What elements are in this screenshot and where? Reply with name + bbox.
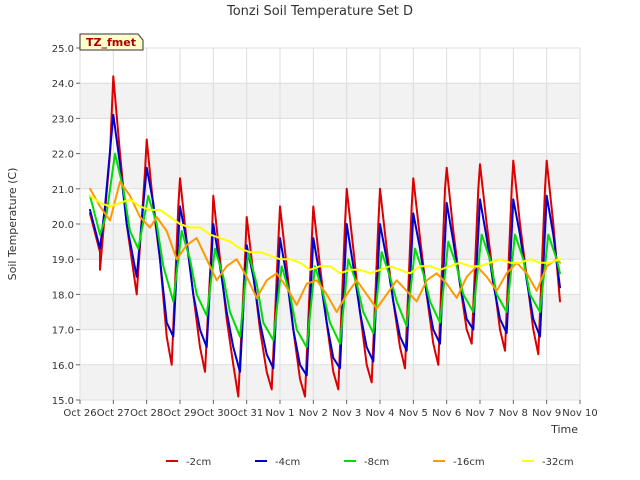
y-tick-label: 15.0 [52, 396, 74, 407]
chart-title: Tonzi Soil Temperature Set D [226, 4, 413, 19]
x-tick-label: Oct 27 [97, 408, 130, 419]
legend-label: -2cm [186, 457, 211, 468]
x-axis: Oct 26 Oct 27 Oct 28 Oct 29 Oct 30 Oct 31 Nov … [63, 400, 598, 419]
x-tick-label: Oct 31 [230, 408, 263, 419]
x-tick-label: Nov 6 [432, 408, 461, 419]
y-tick-label: 24.0 [52, 79, 74, 90]
legend-item: -32cm [522, 457, 574, 468]
x-tick-label: Nov 9 [532, 408, 561, 419]
legend-label: -16cm [453, 457, 485, 468]
y-tick-label: 18.0 [52, 290, 74, 301]
y-tick-label: 16.0 [52, 361, 74, 372]
x-tick-label: Nov 8 [499, 408, 528, 419]
x-tick-label: Nov 3 [332, 408, 361, 419]
x-tick-label: Oct 28 [130, 408, 163, 419]
y-tick-label: 25.0 [52, 44, 74, 55]
annotation-tag: TZ_fmet [79, 33, 144, 51]
grid-band [80, 153, 580, 189]
series-line-16cmcm-3 [89, 180, 561, 313]
y-tick-label: 22.0 [52, 150, 74, 161]
legend-label: -32cm [542, 457, 574, 468]
series-line-2cmcm-0 [89, 75, 561, 398]
grid-band [80, 224, 580, 260]
y-tick-label: 20.0 [52, 220, 74, 231]
legend-item: -8cm [344, 457, 389, 468]
y-tick-label: 23.0 [52, 114, 74, 125]
y-tick-label: 21.0 [52, 185, 74, 196]
legend-item: -16cm [433, 457, 485, 468]
annotation-text: TZ_fmet [86, 36, 136, 49]
y-axis-label: Soil Temperature (C) [6, 168, 19, 281]
grid-band [80, 364, 580, 400]
x-axis-label: Time [550, 423, 578, 436]
y-axis: 15.0 16.0 17.0 18.0 19.0 20.0 21.0 22.0 23.0 24.0… [52, 44, 80, 407]
annotation-box [79, 33, 144, 51]
legend-item: -4cm [255, 457, 300, 468]
x-tick-label: Nov 2 [299, 408, 328, 419]
series-line-32cmcm-4 [89, 194, 561, 275]
alternating-bands [80, 83, 580, 400]
y-tick-label: 19.0 [52, 255, 74, 266]
series-lines [89, 75, 561, 398]
legend-item: -2cm [166, 457, 211, 468]
x-tick-label: Oct 26 [63, 408, 96, 419]
x-tick-label: Nov 1 [265, 408, 294, 419]
x-tick-label: Nov 4 [365, 408, 394, 419]
series-line-8cmcm-2 [89, 152, 561, 349]
plot-area [79, 47, 581, 401]
legend-label: -8cm [364, 457, 389, 468]
x-tick-label: Oct 29 [163, 408, 196, 419]
x-tick-label: Nov 7 [465, 408, 494, 419]
x-tick-label: Nov 10 [562, 408, 597, 419]
legend-label: -4cm [275, 457, 300, 468]
x-tick-label: Oct 30 [197, 408, 230, 419]
x-tick-label: Nov 5 [399, 408, 428, 419]
legend: -2cm -4cm -8cm -16cm -32cm [166, 457, 574, 468]
grid-band [80, 83, 580, 119]
y-tick-label: 17.0 [52, 326, 74, 337]
